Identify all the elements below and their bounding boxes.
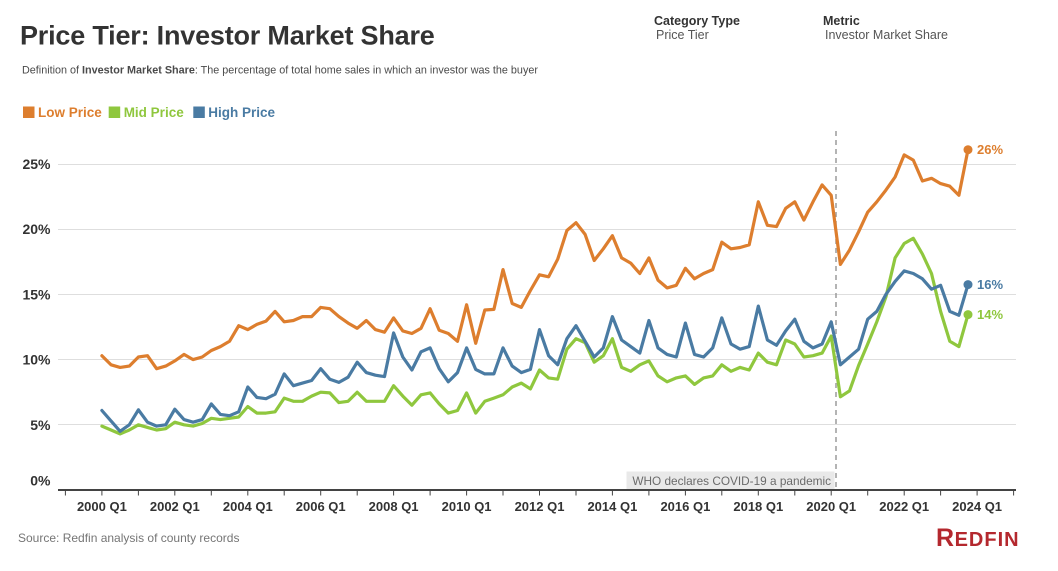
- svg-text:2012 Q1: 2012 Q1: [515, 499, 565, 514]
- svg-text:2020 Q1: 2020 Q1: [806, 499, 856, 514]
- svg-text:Price Tier: Investor Market Sh: Price Tier: Investor Market Share: [20, 21, 435, 51]
- svg-text:16%: 16%: [977, 277, 1003, 292]
- svg-text:2014 Q1: 2014 Q1: [587, 499, 637, 514]
- svg-text:14%: 14%: [977, 307, 1003, 322]
- svg-text:15%: 15%: [22, 286, 51, 302]
- svg-text:Metric: Metric: [823, 14, 860, 28]
- svg-text:Definition of Investor Market: Definition of Investor Market Share: The…: [22, 65, 538, 77]
- svg-text:2018 Q1: 2018 Q1: [733, 499, 783, 514]
- svg-text:20%: 20%: [22, 221, 51, 237]
- svg-text:REDFIN: REDFIN: [936, 524, 1020, 552]
- svg-text:5%: 5%: [30, 417, 51, 433]
- svg-text:25%: 25%: [22, 156, 51, 172]
- svg-text:Source: Redfin analysis of cou: Source: Redfin analysis of county record…: [18, 531, 239, 545]
- svg-text:Investor Market Share: Investor Market Share: [825, 28, 948, 42]
- svg-text:2024 Q1: 2024 Q1: [952, 499, 1002, 514]
- svg-text:2006 Q1: 2006 Q1: [296, 499, 346, 514]
- svg-text:2008 Q1: 2008 Q1: [369, 499, 419, 514]
- svg-text:Category Type: Category Type: [654, 14, 740, 28]
- svg-text:2010 Q1: 2010 Q1: [442, 499, 492, 514]
- svg-text:High Price: High Price: [208, 105, 275, 120]
- svg-text:Mid Price: Mid Price: [124, 105, 185, 120]
- svg-text:26%: 26%: [977, 142, 1003, 157]
- svg-text:2004 Q1: 2004 Q1: [223, 499, 273, 514]
- svg-text:WHO declares COVID-19 a pandem: WHO declares COVID-19 a pandemic: [632, 474, 831, 488]
- svg-text:Low Price: Low Price: [38, 105, 102, 120]
- svg-text:Price Tier: Price Tier: [656, 28, 709, 42]
- svg-text:10%: 10%: [22, 352, 51, 368]
- svg-text:2016 Q1: 2016 Q1: [660, 499, 710, 514]
- svg-text:2002 Q1: 2002 Q1: [150, 499, 200, 514]
- svg-text:0%: 0%: [30, 473, 51, 489]
- svg-text:2000 Q1: 2000 Q1: [77, 499, 127, 514]
- svg-text:2022 Q1: 2022 Q1: [879, 499, 929, 514]
